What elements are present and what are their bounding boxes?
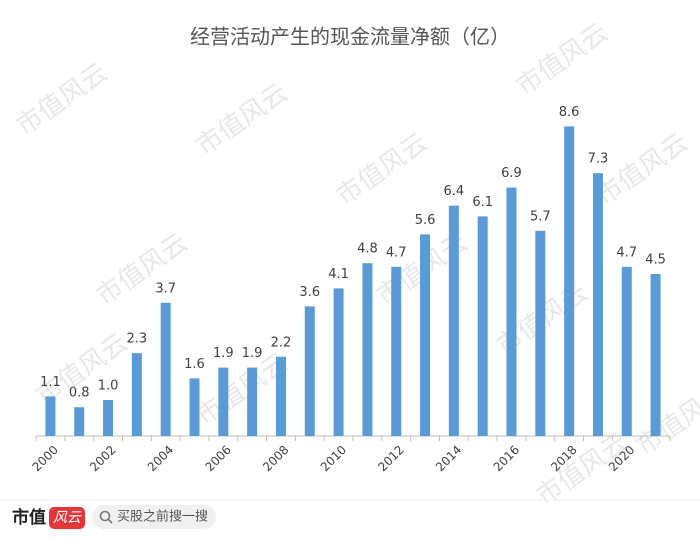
- bar: [131, 353, 142, 436]
- data-label: 5.7: [530, 209, 551, 224]
- data-label: 5.6: [415, 213, 436, 228]
- bar: [420, 234, 431, 436]
- search-text: 买股之前搜一搜: [117, 509, 208, 525]
- bar: [506, 187, 517, 436]
- bar: [592, 173, 603, 436]
- bar: [448, 205, 459, 436]
- bar: [333, 288, 344, 436]
- bar: [362, 263, 373, 436]
- data-label: 4.5: [645, 253, 666, 268]
- search-icon-handle: [107, 518, 113, 524]
- data-label: 1.6: [184, 357, 205, 372]
- data-label: 7.3: [588, 152, 609, 167]
- data-label: 1.9: [213, 346, 234, 361]
- data-label: 6.4: [444, 184, 465, 199]
- data-label: 8.6: [559, 105, 580, 120]
- search-icon: [99, 510, 111, 522]
- brand-mark-box: [49, 507, 85, 529]
- brand-mark: 风云: [53, 510, 82, 526]
- data-label: 6.1: [472, 195, 493, 210]
- data-label: 2.2: [271, 335, 292, 350]
- bar: [477, 216, 488, 436]
- data-label: 1.1: [40, 375, 61, 390]
- search-box[interactable]: [92, 505, 216, 529]
- data-label: 6.9: [501, 166, 522, 181]
- bar: [275, 356, 286, 436]
- data-label: 4.8: [357, 242, 378, 257]
- data-label: 3.6: [299, 285, 320, 300]
- bar: [304, 306, 315, 436]
- bar: [650, 274, 661, 436]
- bar: [189, 378, 200, 436]
- bar: [74, 407, 85, 436]
- data-label: 4.7: [386, 245, 407, 260]
- bar: [218, 367, 229, 436]
- bar: [535, 230, 546, 436]
- bar: [564, 126, 575, 437]
- bar: [391, 266, 402, 436]
- bar: [247, 367, 258, 436]
- bar: [621, 266, 632, 436]
- data-label: 0.8: [69, 386, 90, 401]
- bar: [103, 400, 114, 436]
- data-label: 4.1: [328, 267, 349, 282]
- data-label: 4.7: [616, 245, 637, 260]
- bar: [45, 396, 56, 436]
- bar: [160, 302, 171, 436]
- data-label: 1.9: [242, 346, 263, 361]
- data-label: 2.3: [127, 332, 148, 347]
- chart-title: 经营活动产生的现金流量净额（亿）: [190, 25, 510, 49]
- brand: 市值: [12, 507, 46, 528]
- data-label: 3.7: [155, 281, 176, 296]
- data-label: 1.0: [98, 379, 119, 394]
